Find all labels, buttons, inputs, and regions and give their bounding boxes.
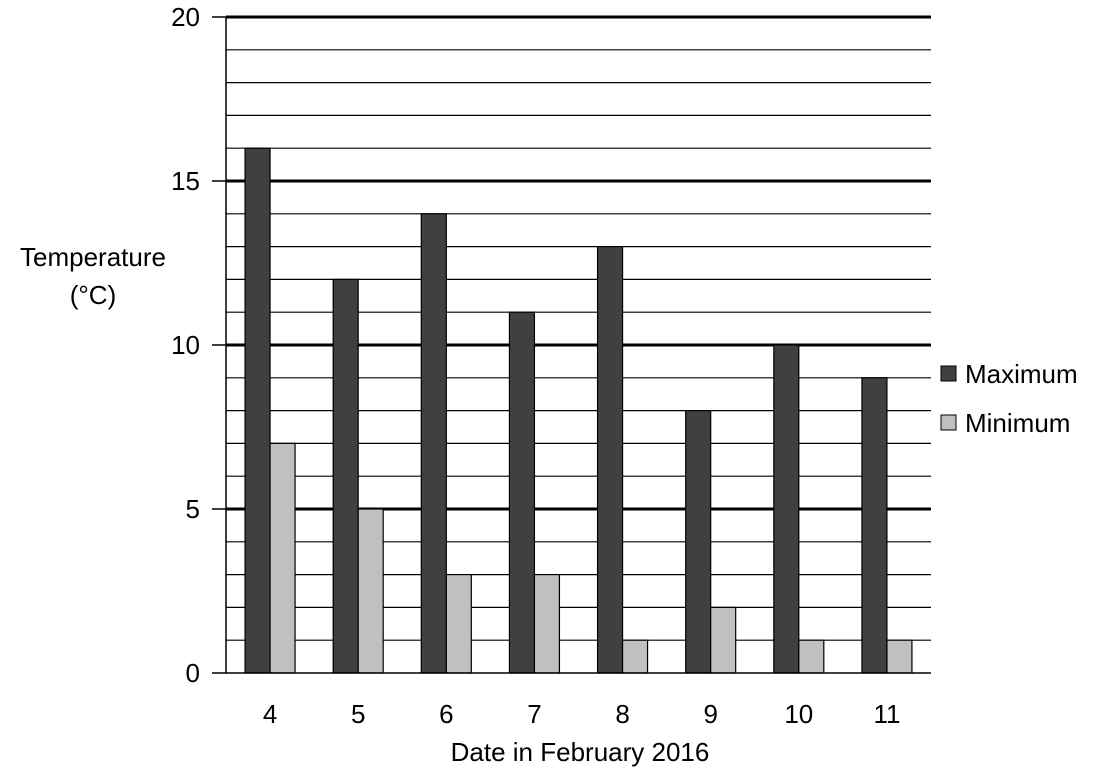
- x-tick-label: 4: [263, 699, 277, 729]
- bar-minimum-9: [710, 606, 737, 674]
- y-tick-label: 15: [171, 166, 200, 196]
- y-tick-label: 20: [171, 2, 200, 32]
- legend: Maximum Minimum: [940, 359, 1078, 438]
- x-tick-label: 6: [439, 699, 453, 729]
- bar-minimum-8: [621, 639, 649, 674]
- bar-minimum-4: [269, 442, 296, 674]
- y-tick-labels: 0 5 10 15 20: [171, 2, 226, 688]
- x-tick-label: 5: [351, 699, 365, 729]
- x-tick-label: 7: [527, 699, 541, 729]
- x-tick-labels: 4 5 6 7 8 9 10 11: [263, 699, 901, 729]
- y-axis-label-line2: (°C): [70, 280, 117, 310]
- bar-minimum-5: [357, 508, 384, 674]
- bar-maximum-11: [861, 377, 888, 674]
- bar-maximum-7: [508, 311, 536, 674]
- y-tick-label: 10: [171, 330, 200, 360]
- bar-minimum-6: [445, 573, 472, 674]
- legend-swatch-minimum: [940, 414, 957, 431]
- x-tick-label: 9: [703, 699, 717, 729]
- y-tick-label: 5: [186, 494, 200, 524]
- x-tick-label: 10: [784, 699, 813, 729]
- grid-lines: [226, 15, 931, 641]
- x-axis-label: Date in February 2016: [451, 737, 710, 767]
- bar-minimum-11: [886, 639, 913, 674]
- bar-minimum-7: [533, 573, 561, 674]
- bar-maximum-6: [420, 213, 447, 674]
- bar-maximum-5: [332, 278, 359, 674]
- y-tick-label: 0: [186, 658, 200, 688]
- bar-maximum-10: [773, 344, 800, 674]
- bar-maximum-4: [244, 147, 271, 674]
- bar-maximum-8: [596, 246, 624, 674]
- bars: [244, 147, 913, 674]
- bar-minimum-10: [798, 639, 825, 674]
- bar-maximum-9: [685, 410, 712, 674]
- y-axis-label-line1: Temperature: [20, 242, 166, 272]
- x-tick-label: 8: [615, 699, 629, 729]
- legend-label-maximum: Maximum: [965, 359, 1078, 389]
- x-tick-label: 11: [873, 699, 900, 729]
- legend-swatch-maximum: [940, 365, 957, 382]
- legend-label-minimum: Minimum: [965, 408, 1070, 438]
